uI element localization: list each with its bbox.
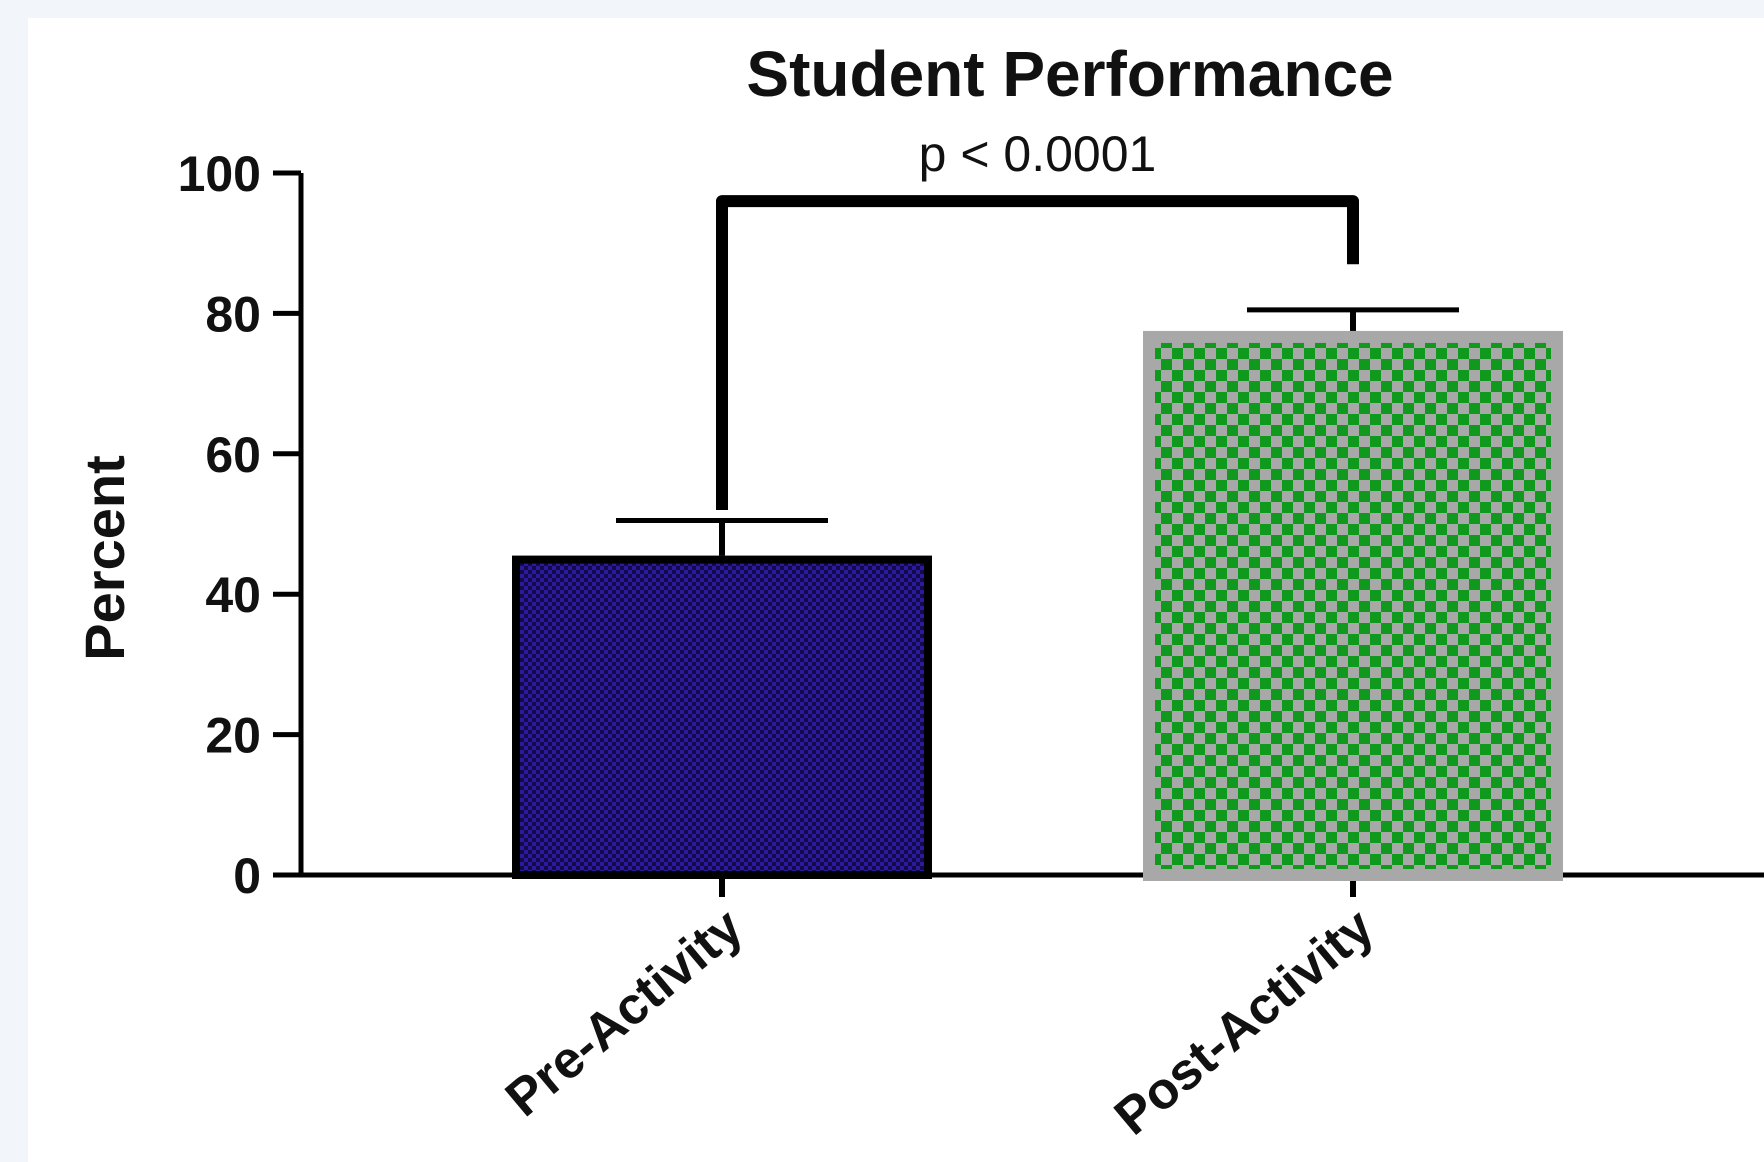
chart-frame: Student Performance Percent 0 20 40 60 80 100… (28, 18, 1764, 1162)
y-axis: 0 20 40 60 80 100 (178, 146, 304, 904)
significance-bracket-line (716, 195, 1359, 510)
y-tick-label: 40 (205, 567, 261, 623)
category-label: Pre-Activity (495, 898, 754, 1128)
y-tick-label: 80 (205, 286, 261, 342)
bars-group (512, 330, 1563, 881)
bar-chart: Student Performance Percent 0 20 40 60 80 100… (73, 38, 1764, 1147)
bar-pre-activity (512, 555, 932, 880)
error-bars-group (616, 307, 1459, 556)
y-tick-label: 0 (233, 848, 261, 904)
y-tick-label: 60 (205, 427, 261, 483)
p-value-label: p < 0.0001 (919, 126, 1157, 182)
y-tick-label: 20 (205, 708, 261, 764)
bar-post-activity (1143, 330, 1563, 881)
significance-bracket: p < 0.0001 (716, 126, 1359, 510)
category-labels-group: Pre-Activity Post-Activity (495, 898, 1385, 1147)
category-label: Post-Activity (1104, 898, 1385, 1147)
y-axis-label: Percent (73, 455, 136, 660)
chart-title: Student Performance (746, 38, 1393, 110)
y-tick-label: 100 (178, 146, 261, 202)
